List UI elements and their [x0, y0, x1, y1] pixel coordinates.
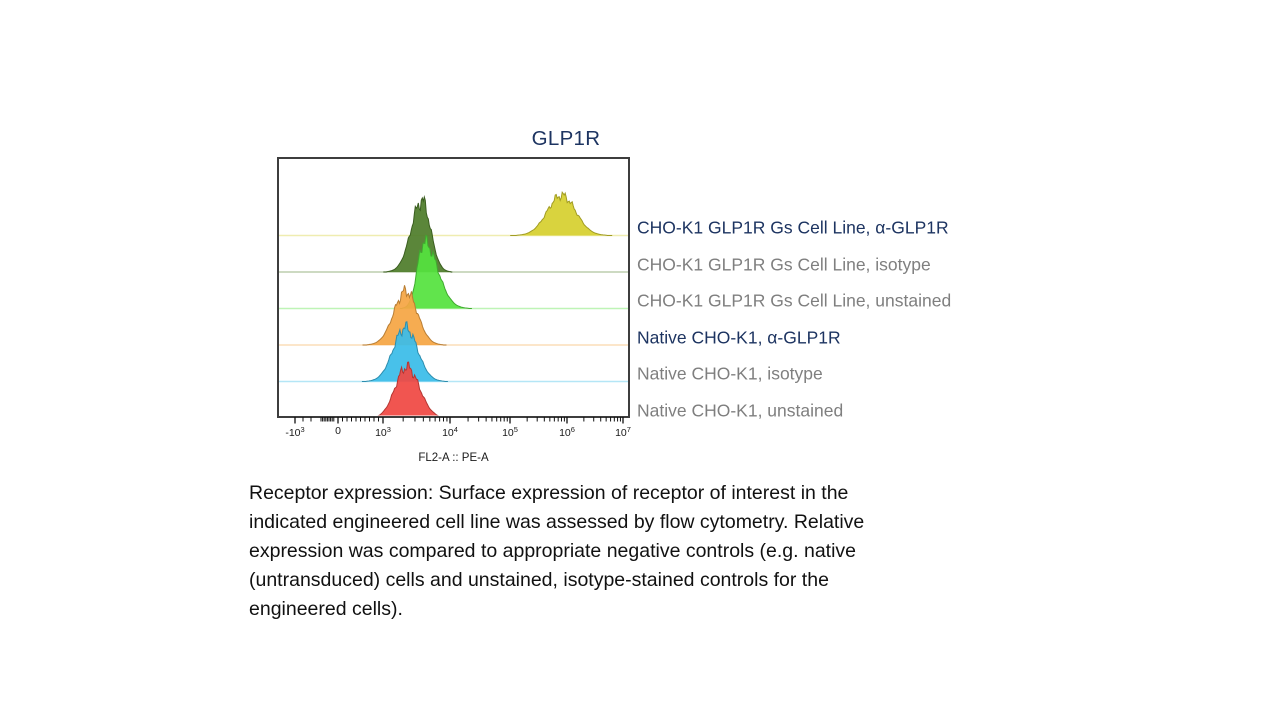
histogram-fill-row-1 [510, 192, 613, 236]
x-tick-label: 0 [335, 425, 341, 437]
chart-title: GLP1R [531, 127, 601, 150]
x-tick-label: 106 [559, 425, 575, 439]
histogram-outline-row-1 [510, 190, 613, 236]
plot-border [277, 157, 630, 418]
legend-label-row-5: Native CHO-K1, isotype [637, 363, 823, 384]
legend-label-row-1: CHO-K1 GLP1R Gs Cell Line, α-GLP1R [637, 217, 949, 238]
x-axis-label: FL2-A :: PE-A [418, 452, 489, 464]
flow-histogram-plot [277, 157, 630, 424]
x-tick-label: 104 [442, 425, 458, 439]
histogram-fill-row-3 [399, 235, 473, 309]
legend-label-row-6: Native CHO-K1, unstained [637, 400, 844, 420]
histogram-svg [277, 157, 630, 424]
x-tick-label: 107 [615, 425, 631, 439]
x-tick-label: -103 [285, 425, 305, 439]
histogram-fill-row-4 [362, 285, 447, 345]
histogram-outline-row-4 [362, 285, 447, 346]
figure-caption: Receptor expression: Surface expression … [249, 482, 865, 620]
histogram-outline-row-2 [383, 194, 453, 273]
x-tick-label: 105 [502, 425, 518, 439]
histogram-fill-row-6 [378, 362, 438, 416]
legend-label-row-3: CHO-K1 GLP1R Gs Cell Line, unstained [637, 290, 952, 311]
histogram-outline-row-6 [377, 361, 440, 416]
histogram-fill-row-5 [361, 321, 449, 382]
histogram-outline-row-5 [361, 321, 448, 382]
x-tick-label: 103 [375, 425, 391, 439]
legend-label-row-4: Native CHO-K1, α-GLP1R [637, 327, 841, 347]
legend-label-row-2: CHO-K1 GLP1R Gs Cell Line, isotype [637, 254, 931, 274]
